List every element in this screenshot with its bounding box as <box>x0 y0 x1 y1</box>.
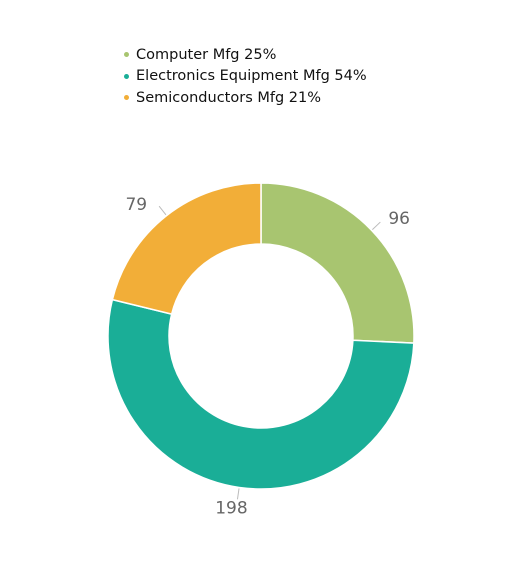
legend-marker <box>124 73 129 79</box>
legend-marker <box>124 52 129 58</box>
legend-percent: 21% <box>288 89 322 106</box>
data-label-electronics-equipment-mfg: 198 <box>215 498 247 518</box>
legend-label: Semiconductors Mfg <box>136 89 285 106</box>
legend-label: Computer Mfg <box>136 46 240 63</box>
legend-label: Electronics Equipment Mfg <box>136 68 330 85</box>
legend-percent: 54% <box>334 68 367 85</box>
legend-item-semiconductors-mfg[interactable]: Semiconductors Mfg 21% <box>124 87 367 109</box>
data-label-semiconductors-mfg: 79 <box>125 195 147 215</box>
leader-line <box>158 205 167 216</box>
legend-item-electronics-equipment-mfg[interactable]: Electronics Equipment Mfg 54% <box>124 66 367 88</box>
leader-line <box>236 488 240 500</box>
donut-slice-electronics-equipment-mfg[interactable] <box>107 298 415 490</box>
donut-slice-semiconductors-mfg[interactable] <box>111 182 262 316</box>
legend-marker <box>124 95 129 101</box>
legend-item-computer-mfg[interactable]: Computer Mfg 25% <box>124 44 367 66</box>
donut-slice-computer-mfg[interactable] <box>260 182 415 344</box>
chart-legend: Computer Mfg 25% Electronics Equipment M… <box>124 44 367 109</box>
data-label-computer-mfg: 96 <box>388 209 410 229</box>
legend-percent: 25% <box>244 46 277 63</box>
leader-line <box>372 221 381 231</box>
